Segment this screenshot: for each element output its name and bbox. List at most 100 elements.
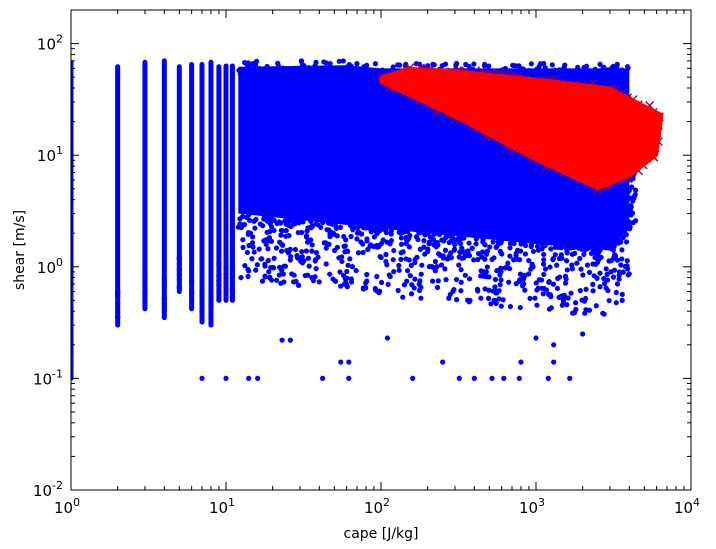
blue-point-334 [521, 240, 527, 246]
blue-point-886 [624, 266, 631, 272]
blue-point-1093 [255, 375, 261, 381]
blue-point-981 [528, 61, 534, 67]
blue-point-739 [271, 217, 277, 223]
blue-point-378 [604, 271, 610, 277]
blue-point-357 [492, 276, 499, 283]
blue-point-906 [360, 225, 367, 231]
blue-point-1031 [626, 188, 632, 194]
blue-point-270 [418, 295, 424, 301]
blue-point-604 [493, 244, 499, 250]
blue-point-696 [616, 276, 622, 282]
blue-point-397 [379, 67, 386, 73]
blue-point-945 [242, 59, 248, 66]
y-axis-label: shear [m/s] [12, 210, 28, 290]
blue-point-447 [266, 269, 272, 275]
blue-point-478 [479, 254, 485, 260]
blue-point-897 [280, 242, 286, 248]
blue-point-617 [345, 262, 351, 268]
blue-point-550 [339, 258, 345, 265]
blue-point-559 [339, 254, 345, 260]
blue-point-822 [265, 246, 271, 252]
blue-point-639 [384, 262, 390, 268]
blue-point-661 [486, 274, 492, 280]
blue-point-293 [327, 60, 333, 67]
blue-point-1115 [580, 331, 586, 337]
blue-point-929 [427, 234, 433, 240]
blue-point-819 [436, 231, 443, 238]
blue-point-962 [384, 239, 390, 245]
blue-point-713 [395, 287, 401, 294]
blue-point-921 [377, 253, 383, 260]
blue-point-1092 [246, 375, 252, 381]
x-axis-label: cape [J/kg] [344, 526, 419, 542]
blue-point-263 [398, 241, 405, 247]
blue-point-738 [530, 248, 537, 255]
blue-point-795 [592, 248, 598, 254]
blue-point-708 [295, 282, 302, 288]
blue-point-232 [408, 291, 415, 297]
blue-point-328 [254, 262, 260, 268]
blue-point-1103 [567, 375, 573, 381]
blue-point-347 [586, 269, 593, 275]
blue-point-514 [497, 272, 503, 278]
blue-point-734 [309, 242, 315, 248]
blue-point-941 [434, 264, 440, 270]
blue-point-1085 [628, 212, 634, 218]
blue-point-100 [229, 275, 236, 281]
blue-point-1102 [545, 375, 551, 381]
blue-point-869 [388, 238, 395, 244]
blue-point-881 [605, 67, 611, 73]
blue-point-505 [586, 67, 592, 74]
blue-point-19 [115, 289, 121, 295]
blue-point-670 [312, 258, 318, 264]
blue-point-14 [115, 299, 121, 306]
blue-point-979 [287, 218, 293, 224]
blue-point-6 [71, 369, 74, 375]
blue-point-709 [340, 67, 346, 73]
blue-point-969 [278, 66, 284, 73]
blue-point-280 [619, 247, 625, 253]
blue-point-873 [581, 67, 587, 74]
blue-point-698 [244, 68, 250, 74]
blue-point-695 [540, 261, 547, 267]
blue-point-59 [189, 305, 195, 311]
blue-point-930 [327, 271, 333, 277]
blue-point-1082 [627, 207, 634, 213]
blue-point-523 [305, 272, 311, 278]
blue-point-922 [386, 272, 392, 278]
blue-point-540 [539, 285, 545, 291]
blue-point-924 [577, 255, 583, 262]
blue-point-1077 [611, 217, 617, 224]
blue-point-407 [542, 266, 549, 272]
blue-point-1108 [551, 359, 557, 365]
blue-point-1002 [541, 257, 547, 263]
blue-point-951 [458, 249, 464, 255]
blue-point-502 [332, 66, 338, 73]
blue-point-802 [354, 224, 361, 231]
blue-point-603 [534, 302, 540, 308]
blue-point-919 [336, 58, 342, 64]
blue-point-1045 [618, 219, 624, 225]
blue-point-432 [614, 61, 620, 67]
blue-point-923 [488, 301, 494, 307]
blue-point-963 [466, 276, 473, 282]
blue-point-353 [354, 61, 360, 67]
blue-point-222 [288, 67, 294, 73]
blue-point-743 [471, 257, 477, 263]
blue-point-554 [502, 265, 508, 271]
blue-point-289 [486, 63, 492, 69]
blue-point-909 [482, 61, 488, 68]
blue-point-806 [532, 295, 538, 301]
blue-point-957 [265, 257, 271, 264]
blue-point-608 [557, 274, 563, 280]
blue-point-693 [554, 262, 560, 268]
blue-point-926 [334, 244, 340, 250]
y-tick-label-1: 10-1 [33, 367, 63, 388]
blue-point-972 [563, 245, 569, 251]
blue-point-673 [535, 247, 541, 253]
blue-point-97 [223, 275, 229, 281]
blue-point-902 [545, 291, 552, 298]
blue-point-931 [599, 67, 606, 73]
blue-point-895 [388, 228, 394, 234]
blue-point-948 [327, 68, 334, 74]
